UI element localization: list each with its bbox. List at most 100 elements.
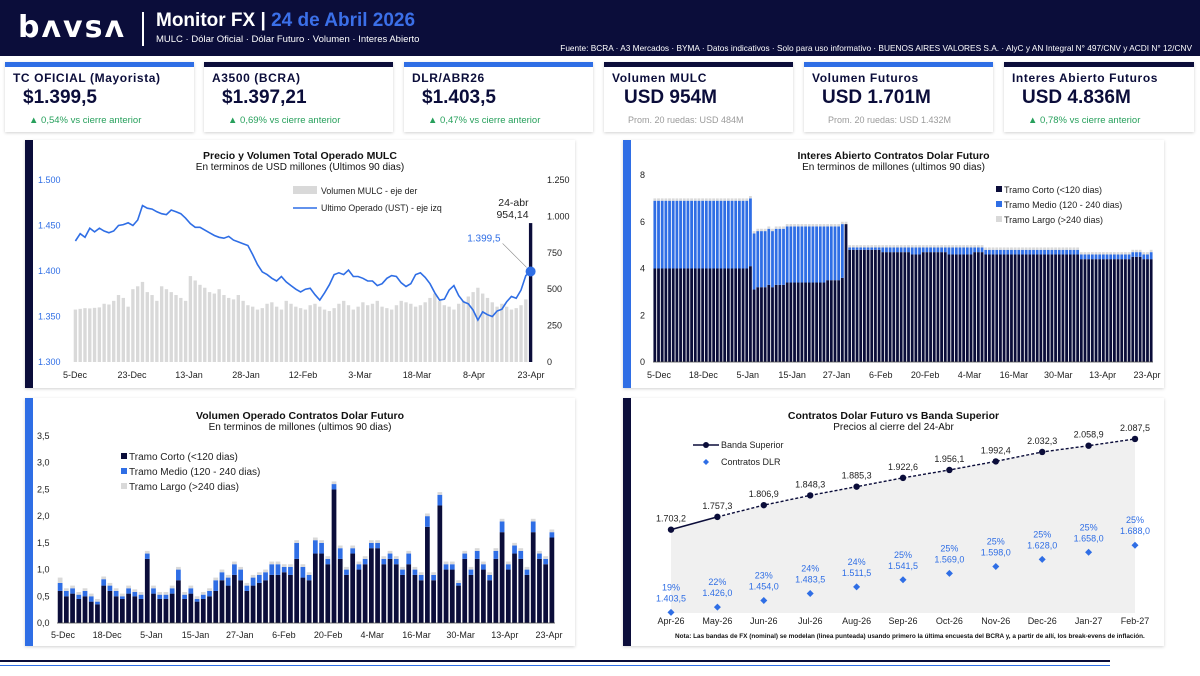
- bar-segment-largo: [113, 588, 119, 591]
- bar-segment-largo: [182, 592, 187, 595]
- bar-segment-largo: [962, 245, 966, 248]
- contract-price-label: 1.628,0: [1027, 540, 1057, 550]
- bar-segment-largo: [837, 224, 841, 227]
- volume-bar: [203, 287, 207, 362]
- volume-bar: [433, 293, 437, 362]
- bar-segment-largo: [999, 247, 1002, 250]
- bar-segment-corto: [1120, 259, 1124, 362]
- bar-segment-medio: [456, 582, 461, 586]
- volume-bar: [289, 303, 293, 362]
- legend-swatch-medio: [996, 201, 1002, 207]
- band-point: [992, 458, 999, 465]
- bar-segment-largo: [980, 245, 984, 248]
- bar-segment-medio: [281, 566, 287, 573]
- bar-segment-corto: [1057, 254, 1061, 362]
- bar-segment-largo: [984, 247, 988, 250]
- bar-segment-medio: [493, 550, 499, 559]
- volume-bar: [342, 300, 346, 362]
- bar-segment-corto: [549, 537, 555, 623]
- bar-segment-corto: [95, 604, 100, 623]
- bar-segment-largo: [771, 228, 774, 232]
- y-tick: 6: [640, 217, 645, 227]
- x-tick: 28-Jan: [232, 370, 260, 380]
- bar-segment-largo: [704, 198, 708, 201]
- bar-segment-corto: [1065, 254, 1068, 362]
- bar-segment-medio: [1024, 249, 1028, 255]
- bar-segment-largo: [505, 561, 511, 565]
- bar-segment-medio: [682, 200, 686, 269]
- bar-segment-largo: [543, 556, 549, 559]
- x-tick: Nov-26: [981, 616, 1010, 626]
- bar-segment-largo: [1068, 247, 1072, 250]
- legend-swatch-largo: [121, 483, 127, 489]
- bar-segment-medio: [431, 574, 436, 581]
- y-tick: 1,5: [37, 538, 50, 548]
- bar-segment-medio: [940, 247, 943, 253]
- volume-bar: [231, 299, 236, 362]
- bar-segment-largo: [1061, 247, 1065, 250]
- contract-price-label: 1.403,5: [656, 593, 686, 603]
- legend-label-largo: Tramo Largo (>240 dias): [129, 482, 239, 493]
- bar-segment-corto: [1109, 259, 1113, 362]
- bar-segment-corto: [356, 569, 362, 623]
- bar-segment-corto: [1010, 254, 1013, 362]
- kpi-value: USD 1.701M: [822, 87, 931, 108]
- bar-segment-medio: [954, 247, 958, 255]
- volume-bar: [294, 306, 298, 362]
- bar-segment-medio: [1113, 254, 1116, 260]
- bar-segment-corto: [947, 254, 951, 362]
- bar-segment-medio: [70, 588, 75, 594]
- volume-bar: [236, 295, 240, 362]
- bar-segment-corto: [686, 268, 690, 362]
- bar-segment-largo: [82, 588, 88, 591]
- bar-segment-medio: [664, 200, 668, 269]
- bar-segment-largo: [951, 245, 955, 248]
- volume-bar: [150, 295, 154, 362]
- bar-segment-corto: [738, 268, 741, 362]
- bar-segment-largo: [1124, 252, 1127, 255]
- volume-bar: [461, 300, 466, 362]
- header-nav: MULC · Dólar Oficial · Dólar Futuro · Vo…: [156, 34, 420, 45]
- bar-segment-corto: [425, 526, 430, 623]
- y-right-tick: 500: [547, 284, 562, 294]
- bar-segment-medio: [505, 564, 511, 570]
- bar-segment-medio: [1057, 249, 1061, 255]
- bar-segment-medio: [530, 521, 536, 533]
- bar-segment-medio: [468, 569, 474, 575]
- bar-segment-corto: [188, 593, 194, 623]
- bar-segment-corto: [818, 282, 822, 362]
- volume-bar: [169, 292, 173, 362]
- bar-segment-medio: [785, 226, 789, 283]
- bar-segment-corto: [418, 580, 424, 623]
- bar-segment-medio: [903, 247, 907, 253]
- bar-segment-medio: [82, 590, 88, 597]
- bar-segment-largo: [840, 221, 844, 225]
- bar-segment-medio: [119, 596, 125, 599]
- bar-segment-corto: [1013, 254, 1017, 362]
- bar-segment-largo: [481, 561, 486, 565]
- bar-segment-medio: [157, 594, 163, 599]
- bar-segment-medio: [1065, 249, 1068, 255]
- bar-segment-corto: [275, 574, 281, 623]
- bar-segment-medio: [829, 226, 833, 281]
- panel-accent: [25, 398, 33, 646]
- volume-bar: [457, 303, 461, 362]
- volume-bar: [121, 297, 125, 362]
- panel-accent: [25, 140, 33, 388]
- bar-segment-corto: [281, 572, 287, 623]
- contract-price-label: 1.541,5: [888, 561, 918, 571]
- bar-segment-medio: [932, 247, 936, 253]
- bar-segment-corto: [719, 268, 723, 362]
- bar-segment-corto: [232, 574, 237, 623]
- bar-segment-largo: [708, 198, 712, 201]
- bar-segment-corto: [437, 505, 443, 623]
- page-title: Monitor FX | 24 de Abril 2026: [156, 10, 416, 31]
- bar-segment-largo: [232, 561, 237, 565]
- x-tick: 18-Dec: [93, 630, 123, 640]
- bar-segment-largo: [686, 198, 690, 201]
- y-tick: 3,0: [37, 458, 50, 468]
- bar-segment-medio: [660, 200, 664, 269]
- bar-segment-corto: [767, 284, 771, 362]
- bar-segment-medio: [1050, 249, 1054, 255]
- bar-segment-largo: [213, 577, 219, 581]
